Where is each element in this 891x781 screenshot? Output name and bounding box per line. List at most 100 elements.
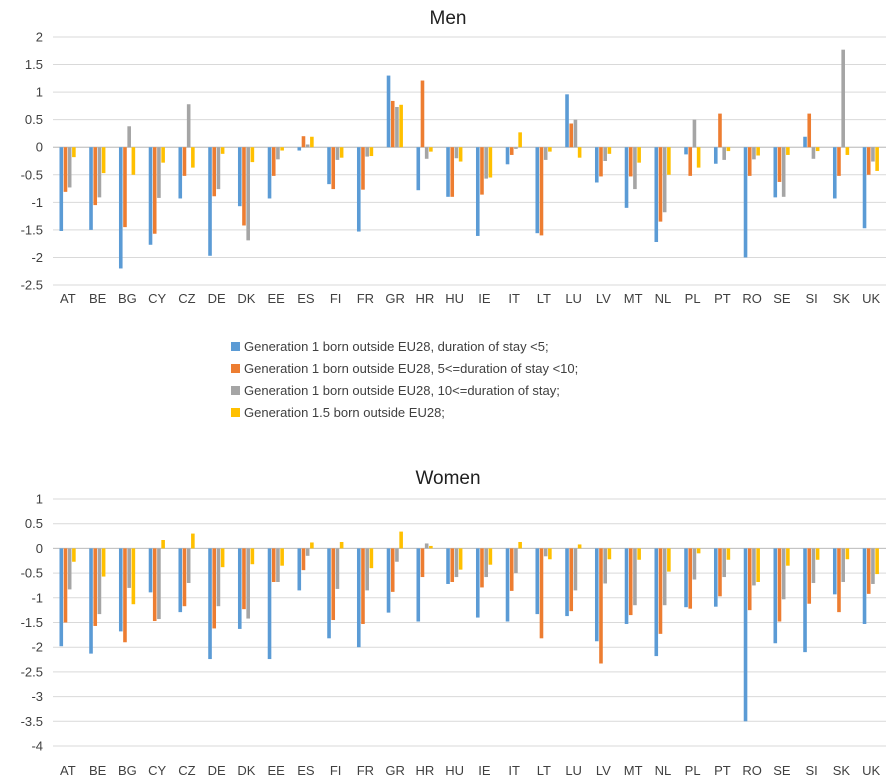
bar <box>250 147 255 163</box>
y-tick-label: -0.5 <box>21 167 43 182</box>
bar <box>543 548 548 557</box>
bar <box>420 80 425 148</box>
bar <box>267 147 272 199</box>
bar <box>781 548 786 600</box>
bar <box>339 147 344 158</box>
bar <box>743 147 748 258</box>
y-tick-label: -2 <box>31 640 43 655</box>
legend: Generation 1 born outside EU28, duration… <box>231 339 578 420</box>
bar <box>178 147 183 199</box>
bar <box>89 147 93 230</box>
legend-item-3: Generation 1.5 born outside EU28; <box>231 405 445 420</box>
bar <box>267 548 272 660</box>
bar <box>399 104 403 148</box>
bar <box>420 548 425 578</box>
bar <box>416 147 421 191</box>
bar <box>696 147 701 168</box>
legend-swatch-1 <box>231 364 240 373</box>
bar <box>424 147 429 159</box>
bar <box>101 147 106 174</box>
bar <box>488 548 493 565</box>
bar <box>539 548 544 639</box>
x-tick-label: MT <box>624 763 643 778</box>
bar <box>488 147 493 178</box>
bar <box>845 147 850 155</box>
x-tick-label: PT <box>714 291 731 306</box>
bar <box>157 548 161 620</box>
bar <box>335 548 340 589</box>
bar <box>518 132 522 148</box>
bar <box>832 548 837 595</box>
bar <box>654 147 659 243</box>
x-tick-label: FR <box>357 291 374 306</box>
bar <box>182 147 187 176</box>
legend-item-1: Generation 1 born outside EU28, 5<=durat… <box>231 361 578 376</box>
bar <box>305 548 310 556</box>
bar <box>862 147 867 229</box>
bar <box>446 548 450 584</box>
bar <box>722 548 726 578</box>
bar <box>297 147 302 151</box>
y-tick-label: 2 <box>36 30 43 45</box>
bar <box>395 106 399 148</box>
y-tick-label: -3 <box>31 689 43 704</box>
bar <box>178 548 183 613</box>
x-tick-label: DE <box>208 291 226 306</box>
bar <box>628 147 633 177</box>
bar <box>361 147 365 190</box>
bar <box>607 548 612 560</box>
bar <box>399 531 403 549</box>
x-tick-label: CZ <box>178 763 195 778</box>
y-tick-label: -3.5 <box>21 714 43 729</box>
x-tick-label: UK <box>862 763 880 778</box>
bar <box>837 147 841 176</box>
bar <box>301 136 306 148</box>
bar <box>637 548 641 560</box>
x-tick-label: HR <box>415 763 434 778</box>
x-tick-label: NL <box>655 763 672 778</box>
bar <box>841 49 845 148</box>
bar <box>841 548 845 582</box>
bar <box>276 147 280 160</box>
bar <box>331 147 336 190</box>
bar <box>301 548 306 571</box>
bar <box>875 147 879 171</box>
bar <box>131 548 136 605</box>
x-tick-label: BE <box>89 763 107 778</box>
bar <box>594 147 599 183</box>
bar <box>718 548 722 597</box>
men-y-axis: 2 1.5 1 0.5 0 -0.5 -1 -1.5 -2 -2.5 <box>21 30 43 293</box>
bar <box>603 147 607 161</box>
bar <box>781 147 786 197</box>
legend-item-2: Generation 1 born outside EU28, 10<=dura… <box>231 383 560 398</box>
x-tick-label: SK <box>833 291 851 306</box>
bar <box>123 147 127 228</box>
legend-label-2: Generation 1 born outside EU28, 10<=dura… <box>244 383 560 398</box>
bar <box>182 548 187 607</box>
bar <box>807 548 812 604</box>
bar <box>450 147 455 197</box>
bar <box>216 147 221 190</box>
bar <box>726 147 731 152</box>
bar <box>250 548 255 565</box>
bar <box>654 548 659 657</box>
bar <box>118 548 123 632</box>
x-tick-label: LT <box>537 291 551 306</box>
bar <box>688 147 693 176</box>
bar <box>573 119 578 148</box>
bar <box>803 548 807 653</box>
x-tick-label: LV <box>596 763 611 778</box>
bar <box>726 548 731 560</box>
bar <box>152 147 157 234</box>
x-tick-label: FI <box>330 763 342 778</box>
bar <box>429 545 433 549</box>
women-bars <box>59 531 879 722</box>
bar <box>216 548 221 607</box>
bar <box>424 543 429 549</box>
x-tick-label: RO <box>742 763 762 778</box>
bar <box>148 548 153 593</box>
bar <box>599 548 603 664</box>
women-chart-title: Women <box>415 468 480 489</box>
bar <box>871 147 875 162</box>
